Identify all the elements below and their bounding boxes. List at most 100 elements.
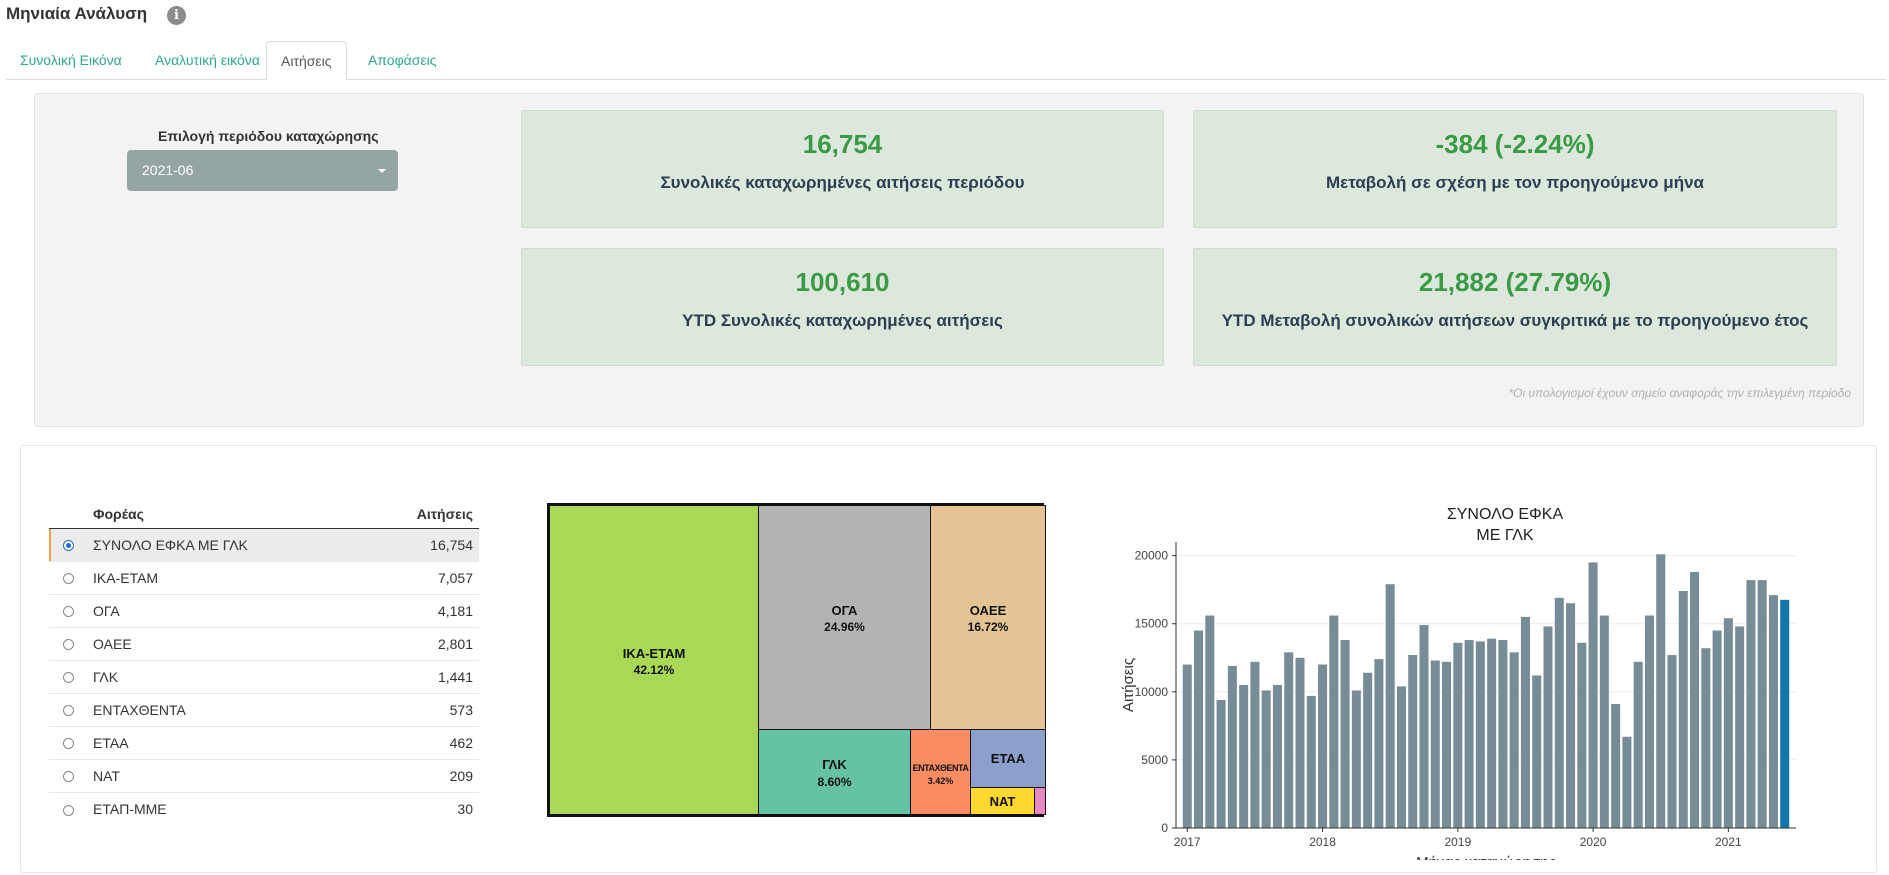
table-row[interactable]: ΕΝΤΑΧΘΕΝΤΑ 573 [49,692,479,726]
kpi-ytd-change: 21,882 (27.79%) YTD Μεταβολή συνολικών α… [1193,248,1837,366]
period-select[interactable]: 2021-06 [127,150,398,191]
table-row[interactable]: ΝΑΤ 209 [49,758,479,792]
tab-overview[interactable]: Συνολική Εικόνα [20,52,122,68]
row-value: 7,057 [365,560,479,594]
bar [1272,685,1282,828]
bar [1566,603,1576,828]
tile-pct: 8.60% [817,775,852,789]
kpi-value: 16,754 [802,129,883,159]
treemap-tile-ika-etam[interactable]: ΙΚΑ-ΕΤΑΜ 42.12% [549,505,759,815]
bar [1464,640,1474,828]
row-entity: ΕΝΤΑΧΘΕΝΤΑ [87,692,366,726]
bar [1532,675,1542,828]
x-axis-title: Μήνας καταχώρησης [1416,854,1556,860]
bar [1780,599,1790,828]
row-value: 573 [365,692,479,726]
bar [1205,615,1215,828]
radio-button[interactable] [62,705,74,717]
tile-name: ΝΑΤ [989,794,1016,809]
bar [1374,659,1384,828]
row-value: 16,754 [365,527,479,561]
kpi-label: Μεταβολή σε σχέση με τον προηγούμενο μήν… [1326,173,1704,192]
y-tick-label: 20000 [1135,549,1169,563]
bar [1633,661,1643,828]
tile-pct: 3.42% [927,776,954,786]
table-row[interactable]: ΟΑΕΕ 2,801 [49,626,479,660]
table-row[interactable]: ΕΤΑΠ-ΜΜΕ 30 [49,791,479,825]
row-value: 4,181 [365,593,479,627]
radio-button[interactable] [62,738,74,750]
radio-button[interactable] [62,672,74,684]
chart-title-line-1: ΣΥΝΟΛΟ ΕΦΚΑ [1446,506,1564,523]
radio-button[interactable] [62,639,74,651]
bar [1329,615,1339,828]
row-value: 2,801 [365,626,479,660]
kpi-ytd-applications: 100,610 YTD Συνολικές καταχωρημένες αιτή… [521,248,1164,366]
x-tick-label: 2019 [1444,835,1471,849]
radio-button[interactable] [62,771,74,783]
kpi-total-applications: 16,754 Συνολικές καταχωρημένες αιτήσεις … [521,110,1164,228]
bar [1295,657,1305,828]
table-row[interactable]: ΓΛΚ 1,441 [49,659,479,693]
treemap-tile-entaxthenta[interactable]: ΕΝΤΑΧΘΕΝΤΑ 3.42% [910,729,971,815]
treemap-tile-glk[interactable]: ΓΛΚ 8.60% [758,729,911,815]
table-row[interactable]: ΙΚΑ-ΕΤΑΜ 7,057 [49,560,479,594]
bar [1261,690,1271,828]
bar [1250,661,1260,828]
bar [1351,690,1361,828]
radio-button[interactable] [62,606,74,618]
column-header-entity: Φορέας [87,500,366,529]
bar [1644,615,1654,828]
bar [1284,652,1294,828]
tile-pct: 42.12% [633,663,675,677]
treemap-tile-etaa[interactable]: ΕΤΑΑ [970,729,1046,788]
bar [1678,591,1688,828]
tab-decisions[interactable]: Αποφάσεις [368,52,437,68]
row-value: 30 [365,791,479,825]
bar [1194,630,1204,828]
bar [1701,648,1711,828]
kpi-label: YTD Μεταβολή συνολικών αιτήσεων συγκριτι… [1221,311,1809,330]
info-icon[interactable]: i [167,6,186,25]
bar [1306,695,1316,828]
bar [1757,580,1767,828]
radio-button[interactable] [62,573,74,585]
treemap-tile-oaee[interactable]: ΟΑΕΕ 16.72% [930,505,1046,730]
bar [1656,554,1666,828]
kpi-value: -384 (-2.24%) [1435,129,1595,159]
bar [1667,655,1677,828]
row-entity: ΣΥΝΟΛΟ ΕΦΚΑ ΜΕ ΓΛΚ [87,527,366,561]
radio-button[interactable] [62,540,74,552]
treemap-tile-etap-mme[interactable] [1034,787,1046,815]
tab-detailed[interactable]: Αναλυτική εικόνα [155,52,260,68]
row-value: 462 [365,725,479,759]
kpi-label: Συνολικές καταχωρημένες αιτήσεις περιόδο… [660,173,1025,192]
bar [1520,616,1530,828]
chevron-down-icon [378,169,386,173]
page-title: Μηνιαία Ανάλυση [6,4,148,23]
bar [1723,618,1733,828]
treemap-tile-nat[interactable]: ΝΑΤ [970,787,1035,815]
bar [1509,652,1519,828]
tab-applications[interactable]: Αιτήσεις [266,41,347,81]
bar [1577,642,1587,828]
bar [1498,640,1508,828]
bar [1430,660,1440,828]
table-row[interactable]: ΕΤΑΑ 462 [49,725,479,759]
bar [1216,699,1226,828]
bar [1318,664,1328,828]
treemap: ΙΚΑ-ΕΤΑΜ 42.12% ΟΓΑ 24.96% ΟΑΕΕ 16.72% Γ… [547,503,1046,817]
bar-chart: 0 5000 10000 15000 20000 2017 2018 2019 2020 2021… [1120,542,1796,860]
table-row[interactable]: ΟΓΑ 4,181 [49,593,479,627]
table-row[interactable]: ΣΥΝΟΛΟ ΕΦΚΑ ΜΕ ΓΛΚ 16,754 [49,527,479,561]
bar [1768,595,1778,828]
bar [1396,686,1406,828]
treemap-tile-oga[interactable]: ΟΓΑ 24.96% [758,505,931,730]
radio-button[interactable] [62,804,74,816]
period-value: 2021-06 [142,162,194,178]
bar [1611,704,1621,828]
tile-name: ΟΑΕΕ [969,603,1007,618]
x-tick-label: 2020 [1580,835,1607,849]
bar [1746,580,1756,828]
bar [1735,626,1745,828]
